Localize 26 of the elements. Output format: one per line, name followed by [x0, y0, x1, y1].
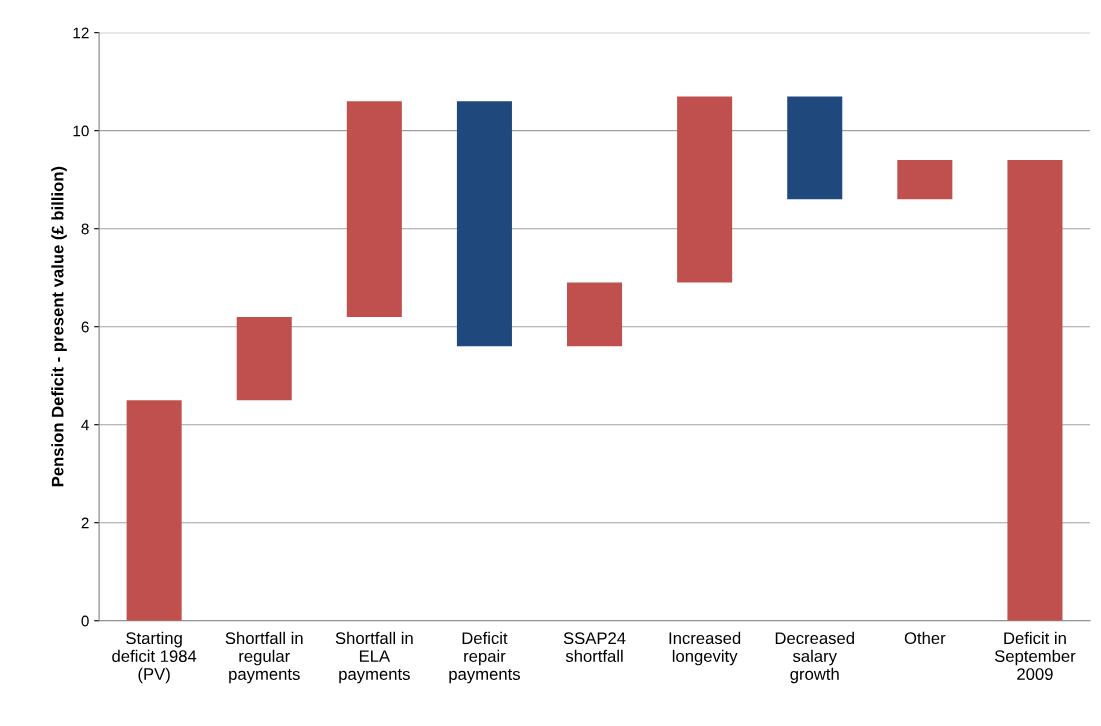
bar [126, 400, 182, 621]
x-tick-label: Starting deficit 1984 (PV) [112, 631, 197, 684]
y-tick-label: 4 [81, 419, 89, 431]
x-tick-label: Other [904, 631, 946, 645]
x-tick-label: Deficit in September 2009 [994, 631, 1076, 680]
y-axis-title: Pension Deficit - present value (£ billion) [51, 166, 67, 487]
y-tick-label: 10 [73, 125, 89, 137]
x-tick-label: Shortfall in regular payments [225, 631, 303, 684]
bar [897, 160, 953, 200]
x-tick-label: Shortfall in ELA payments [335, 631, 413, 684]
x-tick-label: SSAP24 shortfall [563, 632, 626, 663]
bar [567, 282, 623, 347]
bar [787, 96, 843, 200]
bar [346, 101, 402, 317]
x-tick-label: Decreased salary growth [775, 631, 854, 684]
y-tick-label: 12 [73, 27, 89, 39]
y-tick-label: 0 [81, 615, 89, 627]
bar [1007, 160, 1063, 621]
bar [677, 96, 733, 283]
bar [456, 101, 512, 347]
x-tick-label: Increased longevity [669, 631, 741, 666]
y-tick-label: 2 [81, 517, 89, 529]
bar [236, 316, 292, 401]
x-tick-label: Deficit repair payments [449, 631, 520, 684]
y-tick-label: 6 [81, 321, 89, 333]
y-tick-label: 8 [81, 223, 89, 235]
